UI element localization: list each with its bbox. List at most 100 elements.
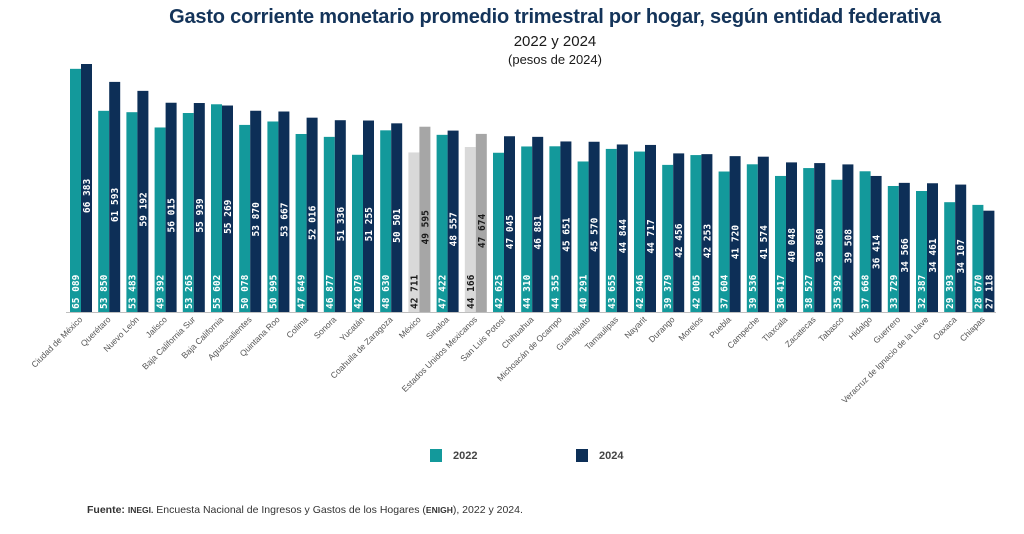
bar-2022 (803, 168, 815, 312)
legend-label-2024: 2024 (599, 449, 624, 462)
data-label-2024: 39 860 (815, 228, 826, 263)
x-tick-label: Ciudad de México (29, 314, 84, 369)
data-label-2024: 48 557 (449, 212, 460, 246)
x-tick-label: Colima (284, 314, 310, 340)
legend-swatch-2022 (430, 449, 442, 462)
bar-2022 (352, 154, 363, 312)
data-label-2022: 42 625 (494, 274, 505, 309)
bar-2022 (126, 112, 138, 313)
bar-2024 (532, 136, 544, 312)
x-tick-label: Nayarit (622, 314, 649, 341)
x-tick-label: Jalisco (144, 314, 170, 340)
bar-2024 (81, 64, 92, 312)
data-label-2024: 46 881 (533, 215, 544, 250)
bar-2024 (475, 133, 487, 312)
bar-2022 (662, 164, 674, 312)
data-label-2022: 36 417 (776, 275, 787, 309)
x-tick-label: Zacatecas (783, 314, 818, 349)
legend-label-2022: 2022 (453, 449, 478, 462)
data-label-2022: 40 291 (579, 274, 590, 309)
bar-2024 (334, 120, 346, 313)
bar-2022 (408, 152, 420, 312)
data-label-2024: 27 118 (984, 274, 995, 309)
bar-2022 (549, 146, 561, 312)
source-org: INEGI. (127, 505, 154, 515)
bar-2022 (239, 124, 251, 312)
data-label-2022: 44 355 (550, 274, 561, 309)
chart-unit: (pesos de 2024) (508, 52, 602, 67)
bar-2022 (70, 68, 81, 312)
bar-2024 (729, 156, 741, 312)
data-label-2024: 40 048 (787, 228, 798, 263)
x-tick-label: Hidalgo (847, 314, 875, 342)
x-tick-label: Chiapas (958, 314, 987, 343)
bar-2024 (447, 130, 459, 312)
x-tick-label: México (397, 314, 423, 340)
data-label-2024: 51 255 (364, 207, 375, 242)
data-label-2024: 50 501 (392, 208, 403, 243)
bar-2024 (588, 141, 600, 312)
bar-2022 (267, 121, 279, 312)
data-label-2022: 39 379 (663, 274, 674, 309)
data-label-2022: 38 527 (804, 275, 815, 309)
data-label-2022: 29 393 (945, 274, 956, 309)
bar-2024 (983, 210, 995, 312)
data-label-2022: 32 387 (917, 275, 928, 309)
data-label-2024: 45 651 (561, 217, 572, 252)
data-label-2024: 34 107 (956, 239, 967, 273)
bar-2024 (898, 182, 910, 312)
data-label-2024: 42 253 (702, 224, 713, 259)
bar-2024 (814, 163, 826, 312)
bar-2022 (323, 136, 335, 312)
bars-layer: 65 089 66 383 53 850 61 593 53 483 59 192 49 3… (70, 64, 995, 313)
data-label-2024: 34 461 (928, 238, 939, 273)
bar-2024 (870, 175, 882, 312)
data-label-2022: 49 392 (156, 275, 167, 309)
bar-2022 (690, 155, 702, 312)
bar-2022 (859, 171, 871, 312)
data-label-2022: 37 668 (861, 274, 872, 309)
data-label-2022: 44 310 (522, 274, 533, 309)
data-label-2024: 55 939 (195, 198, 206, 233)
data-label-2022: 42 079 (353, 274, 364, 309)
data-label-2022: 44 166 (466, 274, 477, 309)
bar-2022 (98, 110, 110, 312)
data-label-2024: 55 269 (223, 199, 234, 234)
chart-title: Gasto corriente monetario promedio trime… (169, 6, 941, 28)
x-tick-label: Sonora (312, 314, 339, 341)
data-label-2024: 47 045 (505, 215, 516, 250)
source-text-1: Encuesta Nacional de Ingresos y Gastos d… (153, 504, 426, 516)
bar-2022 (295, 133, 307, 312)
data-label-2024: 41 574 (759, 225, 770, 260)
data-label-2024: 34 566 (900, 238, 911, 273)
data-label-2022: 33 729 (889, 274, 900, 309)
data-label-2022: 42 946 (635, 274, 646, 309)
bar-2024 (560, 141, 572, 312)
bar-2024 (504, 136, 515, 312)
data-label-2024: 66 383 (82, 179, 93, 214)
bar-2024 (927, 183, 938, 312)
bar-2022 (916, 191, 927, 312)
source-abbr: ENIGH (425, 505, 453, 515)
data-label-2024: 53 870 (251, 202, 262, 237)
data-label-2024: 39 508 (843, 229, 854, 264)
data-label-2022: 42 711 (409, 274, 420, 309)
bar-2022 (380, 130, 392, 312)
bar-2024 (165, 102, 177, 313)
source-text-2: ), 2022 y 2024. (452, 504, 523, 516)
bar-2024 (391, 123, 403, 313)
data-label-2022: 65 089 (71, 274, 82, 309)
bar-2024 (955, 184, 967, 312)
data-label-2022: 37 604 (720, 274, 731, 309)
data-label-2024: 59 192 (138, 192, 149, 226)
bar-2024 (306, 117, 318, 313)
data-label-2024: 41 720 (731, 225, 742, 260)
bar-2024 (757, 156, 769, 312)
data-label-2022: 55 602 (212, 275, 223, 309)
bar-2022 (211, 104, 222, 312)
data-label-2024: 52 016 (308, 205, 319, 240)
chart-subtitle: 2022 y 2024 (513, 33, 597, 50)
data-label-2024: 36 414 (872, 235, 883, 270)
